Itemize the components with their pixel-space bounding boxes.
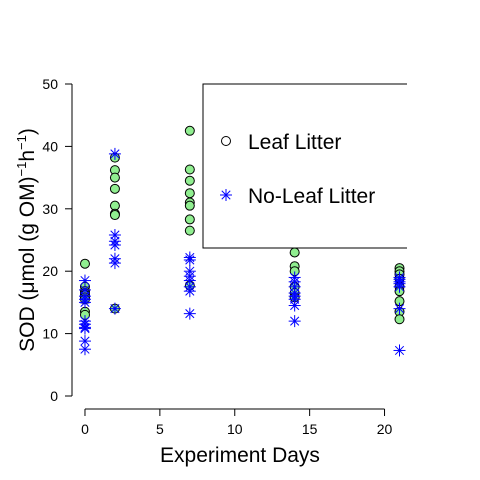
legend-label-no-leaf-litter: No-Leaf Litter bbox=[248, 185, 375, 208]
legend-marker-no-leaf-litter bbox=[220, 189, 232, 201]
x-tick-label: 0 bbox=[81, 421, 89, 437]
x-tick-label: 10 bbox=[227, 421, 243, 437]
point-leaf-litter bbox=[289, 247, 300, 258]
y-axis: 0 10 20 30 40 50 bbox=[42, 76, 73, 404]
asterisk-stroke bbox=[110, 240, 120, 250]
point-no-leaf-litter bbox=[78, 335, 91, 348]
point-leaf-litter bbox=[109, 172, 120, 183]
point-no-leaf-litter bbox=[393, 302, 406, 315]
point-no-leaf-litter bbox=[108, 238, 121, 251]
legend-label-leaf-litter: Leaf Litter bbox=[248, 131, 341, 154]
x-tick-label: 15 bbox=[302, 421, 318, 437]
asterisk-stroke bbox=[394, 345, 405, 356]
x-tick-label: 20 bbox=[377, 421, 393, 437]
x-axis-title: Experiment Days bbox=[160, 444, 320, 467]
point-leaf-litter bbox=[184, 225, 195, 236]
data-points bbox=[78, 125, 406, 357]
x-tick-label: 5 bbox=[156, 421, 164, 437]
point-no-leaf-litter bbox=[288, 299, 301, 312]
point-leaf-litter bbox=[184, 200, 195, 211]
point-no-leaf-litter bbox=[78, 296, 91, 309]
point-no-leaf-litter bbox=[108, 257, 121, 270]
point-no-leaf-litter bbox=[183, 285, 196, 298]
y-axis-title: SOD (μmol (g OM)−1h−1) bbox=[14, 128, 39, 352]
point-no-leaf-litter bbox=[183, 307, 196, 320]
asterisk-stroke bbox=[80, 336, 90, 346]
y-tick-label: 0 bbox=[50, 388, 58, 404]
point-no-leaf-litter bbox=[78, 322, 91, 335]
asterisk-stroke bbox=[80, 275, 90, 286]
point-no-leaf-litter bbox=[393, 280, 406, 293]
y-tick-label: 30 bbox=[42, 201, 58, 217]
point-no-leaf-litter bbox=[288, 315, 301, 328]
y-tick-label: 50 bbox=[42, 76, 58, 92]
point-no-leaf-litter bbox=[78, 343, 91, 356]
point-leaf-litter bbox=[79, 258, 90, 269]
asterisk-stroke bbox=[394, 282, 405, 292]
point-leaf-litter bbox=[109, 183, 120, 194]
point-no-leaf-litter bbox=[78, 274, 91, 287]
y-tick-label: 10 bbox=[42, 326, 58, 342]
asterisk-stroke bbox=[290, 300, 300, 311]
asterisk-stroke bbox=[110, 258, 120, 268]
point-no-leaf-litter bbox=[108, 147, 121, 160]
x-axis: 0 5 10 15 20 bbox=[81, 408, 393, 437]
point-no-leaf-litter bbox=[108, 302, 121, 315]
point-leaf-litter bbox=[109, 210, 120, 221]
legend: Leaf Litter No-Leaf Litter bbox=[202, 83, 407, 249]
point-leaf-litter bbox=[184, 164, 195, 175]
asterisk-stroke bbox=[110, 149, 120, 159]
asterisk-stroke bbox=[185, 255, 195, 265]
asterisk-stroke bbox=[80, 297, 90, 307]
point-no-leaf-litter bbox=[393, 344, 406, 357]
y-tick-label: 20 bbox=[42, 263, 58, 279]
point-leaf-litter bbox=[184, 188, 195, 199]
point-leaf-litter bbox=[184, 214, 195, 225]
asterisk-stroke bbox=[185, 309, 195, 319]
asterisk-stroke bbox=[80, 324, 90, 334]
point-leaf-litter bbox=[184, 125, 195, 136]
asterisk-stroke bbox=[221, 190, 231, 200]
point-leaf-litter bbox=[184, 175, 195, 186]
y-tick-label: 40 bbox=[42, 138, 58, 154]
asterisk-stroke bbox=[80, 344, 90, 354]
asterisk-stroke bbox=[290, 316, 300, 326]
asterisk-stroke bbox=[185, 286, 195, 296]
legend-asterisk bbox=[220, 189, 232, 201]
legend-box bbox=[202, 83, 407, 249]
point-leaf-litter bbox=[394, 314, 405, 325]
asterisk-stroke bbox=[394, 304, 405, 314]
legend-marker-leaf-litter bbox=[221, 136, 231, 146]
asterisk-stroke bbox=[110, 304, 120, 314]
point-no-leaf-litter bbox=[183, 253, 196, 266]
